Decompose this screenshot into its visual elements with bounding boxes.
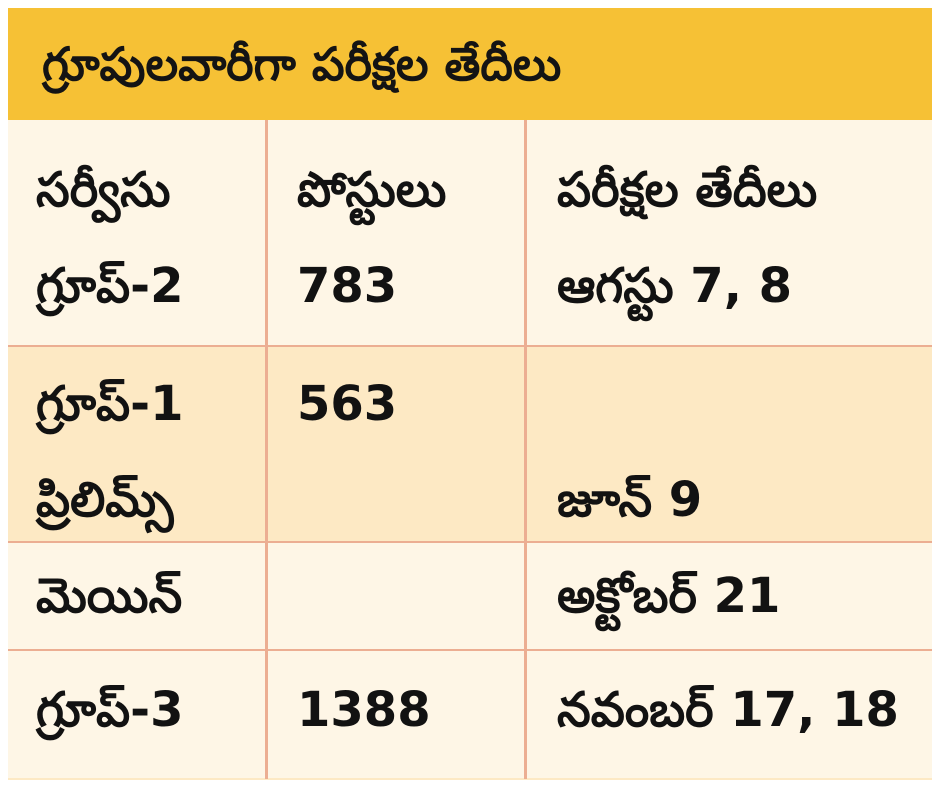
cell-service: గ్రూప్-3 <box>36 682 184 738</box>
column-divider <box>524 120 527 779</box>
column-header-posts: పోస్టులు <box>297 162 447 218</box>
column-header-service: సర్వీసు <box>36 162 171 218</box>
table-bottom-edge <box>8 778 932 780</box>
row-divider <box>8 649 932 651</box>
cell-service: మెయిన్ <box>36 568 183 624</box>
cell-service: గ్రూప్-1 <box>36 376 184 432</box>
row-divider <box>8 345 932 347</box>
cell-date: నవంబర్ 17, 18 <box>557 682 899 738</box>
cell-service: ప్రిలిమ్స్ <box>36 472 174 528</box>
page-title: గ్రూపులవారీగా పరీక్షల తేదీలు <box>42 37 562 91</box>
cell-posts: 1388 <box>297 682 431 738</box>
row-band-group1 <box>8 346 932 542</box>
row-band-mains <box>8 542 932 650</box>
column-header-exam-dates: పరీక్షల తేదీలు <box>557 162 818 218</box>
row-divider <box>8 541 932 543</box>
column-divider <box>265 120 268 779</box>
row-band-header-group2 <box>8 120 932 346</box>
cell-date: జూన్ 9 <box>557 472 703 528</box>
cell-date: అక్టోబర్ 21 <box>557 568 781 624</box>
cell-date: ఆగస్టు 7, 8 <box>557 258 793 314</box>
title-banner: గ్రూపులవారీగా పరీక్షల తేదీలు <box>8 8 932 120</box>
row-band-group3 <box>8 650 932 778</box>
cell-service: గ్రూప్-2 <box>36 258 184 314</box>
cell-posts: 783 <box>297 258 398 314</box>
cell-posts: 563 <box>297 376 398 432</box>
